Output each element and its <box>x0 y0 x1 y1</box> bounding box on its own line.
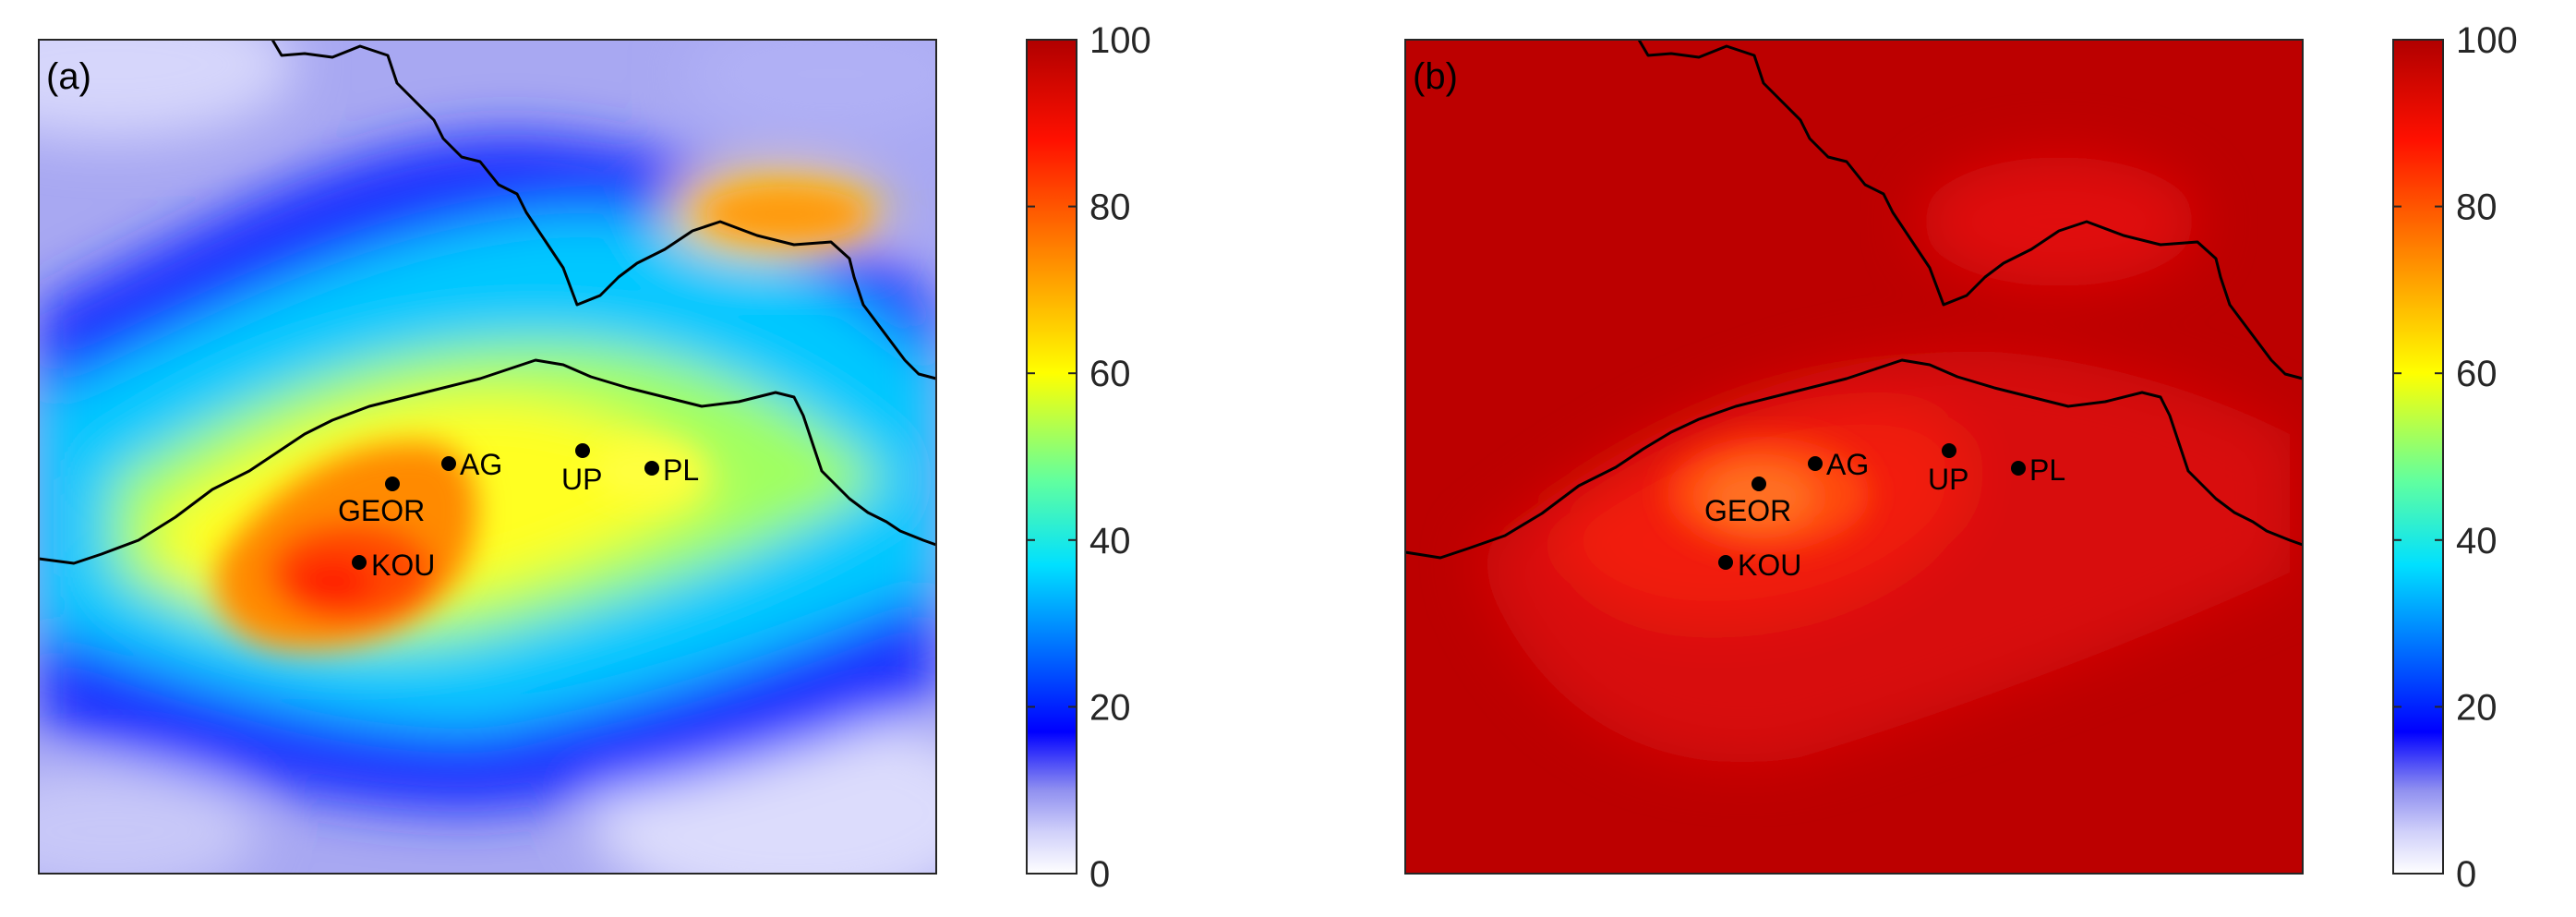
panel-a-borders <box>38 39 937 565</box>
station-label: PL <box>663 453 699 487</box>
border-line-south <box>1404 358 2304 560</box>
colorbar-a-tick-label: 40 <box>1089 521 1131 561</box>
colorbar-b: 0 20 40 60 80 100 <box>2392 20 2518 895</box>
border-line-north <box>271 39 937 380</box>
panel-a-label: (a) <box>46 56 91 97</box>
station-label: UP <box>561 463 602 496</box>
colorbar-a-tick-label: 20 <box>1089 687 1131 728</box>
station-geor-b: GEOR <box>1704 477 1791 527</box>
panel-b-stations: AG GEOR UP PL KOU <box>1704 443 2065 582</box>
panel-a-stations: AG GEOR UP PL KOU <box>338 443 699 582</box>
station-pl-a: PL <box>644 453 699 487</box>
colorbar-a-tick-label: 100 <box>1089 20 1151 61</box>
panel-a-field <box>39 40 936 874</box>
station-geor-a: GEOR <box>338 477 425 527</box>
border-line-north <box>1637 39 2304 380</box>
panel-b-field <box>1405 40 2303 874</box>
station-pl-b: PL <box>2011 453 2065 487</box>
panel-a-frame <box>38 39 937 875</box>
station-label: UP <box>1928 463 1968 496</box>
colorbar-b-tick-label: 60 <box>2456 354 2498 394</box>
station-label: AG <box>460 448 502 481</box>
colorbar-a-ticks: 0 20 40 60 80 100 <box>1027 20 1151 895</box>
station-label: KOU <box>1738 549 1801 582</box>
station-label: AG <box>1826 448 1869 481</box>
colorbar-a-frame <box>1026 39 1077 875</box>
station-ag-b: AG <box>1808 448 1869 481</box>
station-label: GEOR <box>338 494 425 527</box>
panel-b-frame <box>1404 39 2304 875</box>
station-up-a: UP <box>561 443 602 496</box>
station-kou-b: KOU <box>1718 549 1801 582</box>
station-ag-a: AG <box>441 448 502 481</box>
colorbar-b-frame <box>2392 39 2444 875</box>
panel-b-label: (b) <box>1413 56 1458 97</box>
station-up-b: UP <box>1928 443 1968 496</box>
station-label: KOU <box>371 549 435 582</box>
colorbar-b-ticks: 0 20 40 60 80 100 <box>2393 20 2518 895</box>
colorbar-b-tick-label: 20 <box>2456 687 2498 728</box>
colorbar-b-tick-label: 80 <box>2456 187 2498 228</box>
colorbar-b-gradient <box>2393 40 2443 874</box>
colorbar-a-tick-label: 80 <box>1089 187 1131 228</box>
station-kou-a: KOU <box>352 549 435 582</box>
panel-b: AG GEOR UP PL KOU (b) <box>1404 39 2304 875</box>
station-label: PL <box>2029 453 2065 487</box>
colorbar-b-tick-label: 100 <box>2456 20 2518 61</box>
station-label: GEOR <box>1704 494 1791 527</box>
colorbar-b-tick-label: 40 <box>2456 521 2498 561</box>
colorbar-a: 0 20 40 60 80 100 <box>1026 20 1151 895</box>
colorbar-a-tick-label: 0 <box>1089 854 1110 895</box>
panel-a: AG GEOR UP PL KOU (a) <box>38 39 937 875</box>
colorbar-a-tick-label: 60 <box>1089 354 1131 394</box>
colorbar-a-gradient <box>1027 40 1077 874</box>
border-line-south <box>38 358 937 565</box>
panel-b-borders <box>1404 39 2304 560</box>
colorbar-b-tick-label: 0 <box>2456 854 2476 895</box>
